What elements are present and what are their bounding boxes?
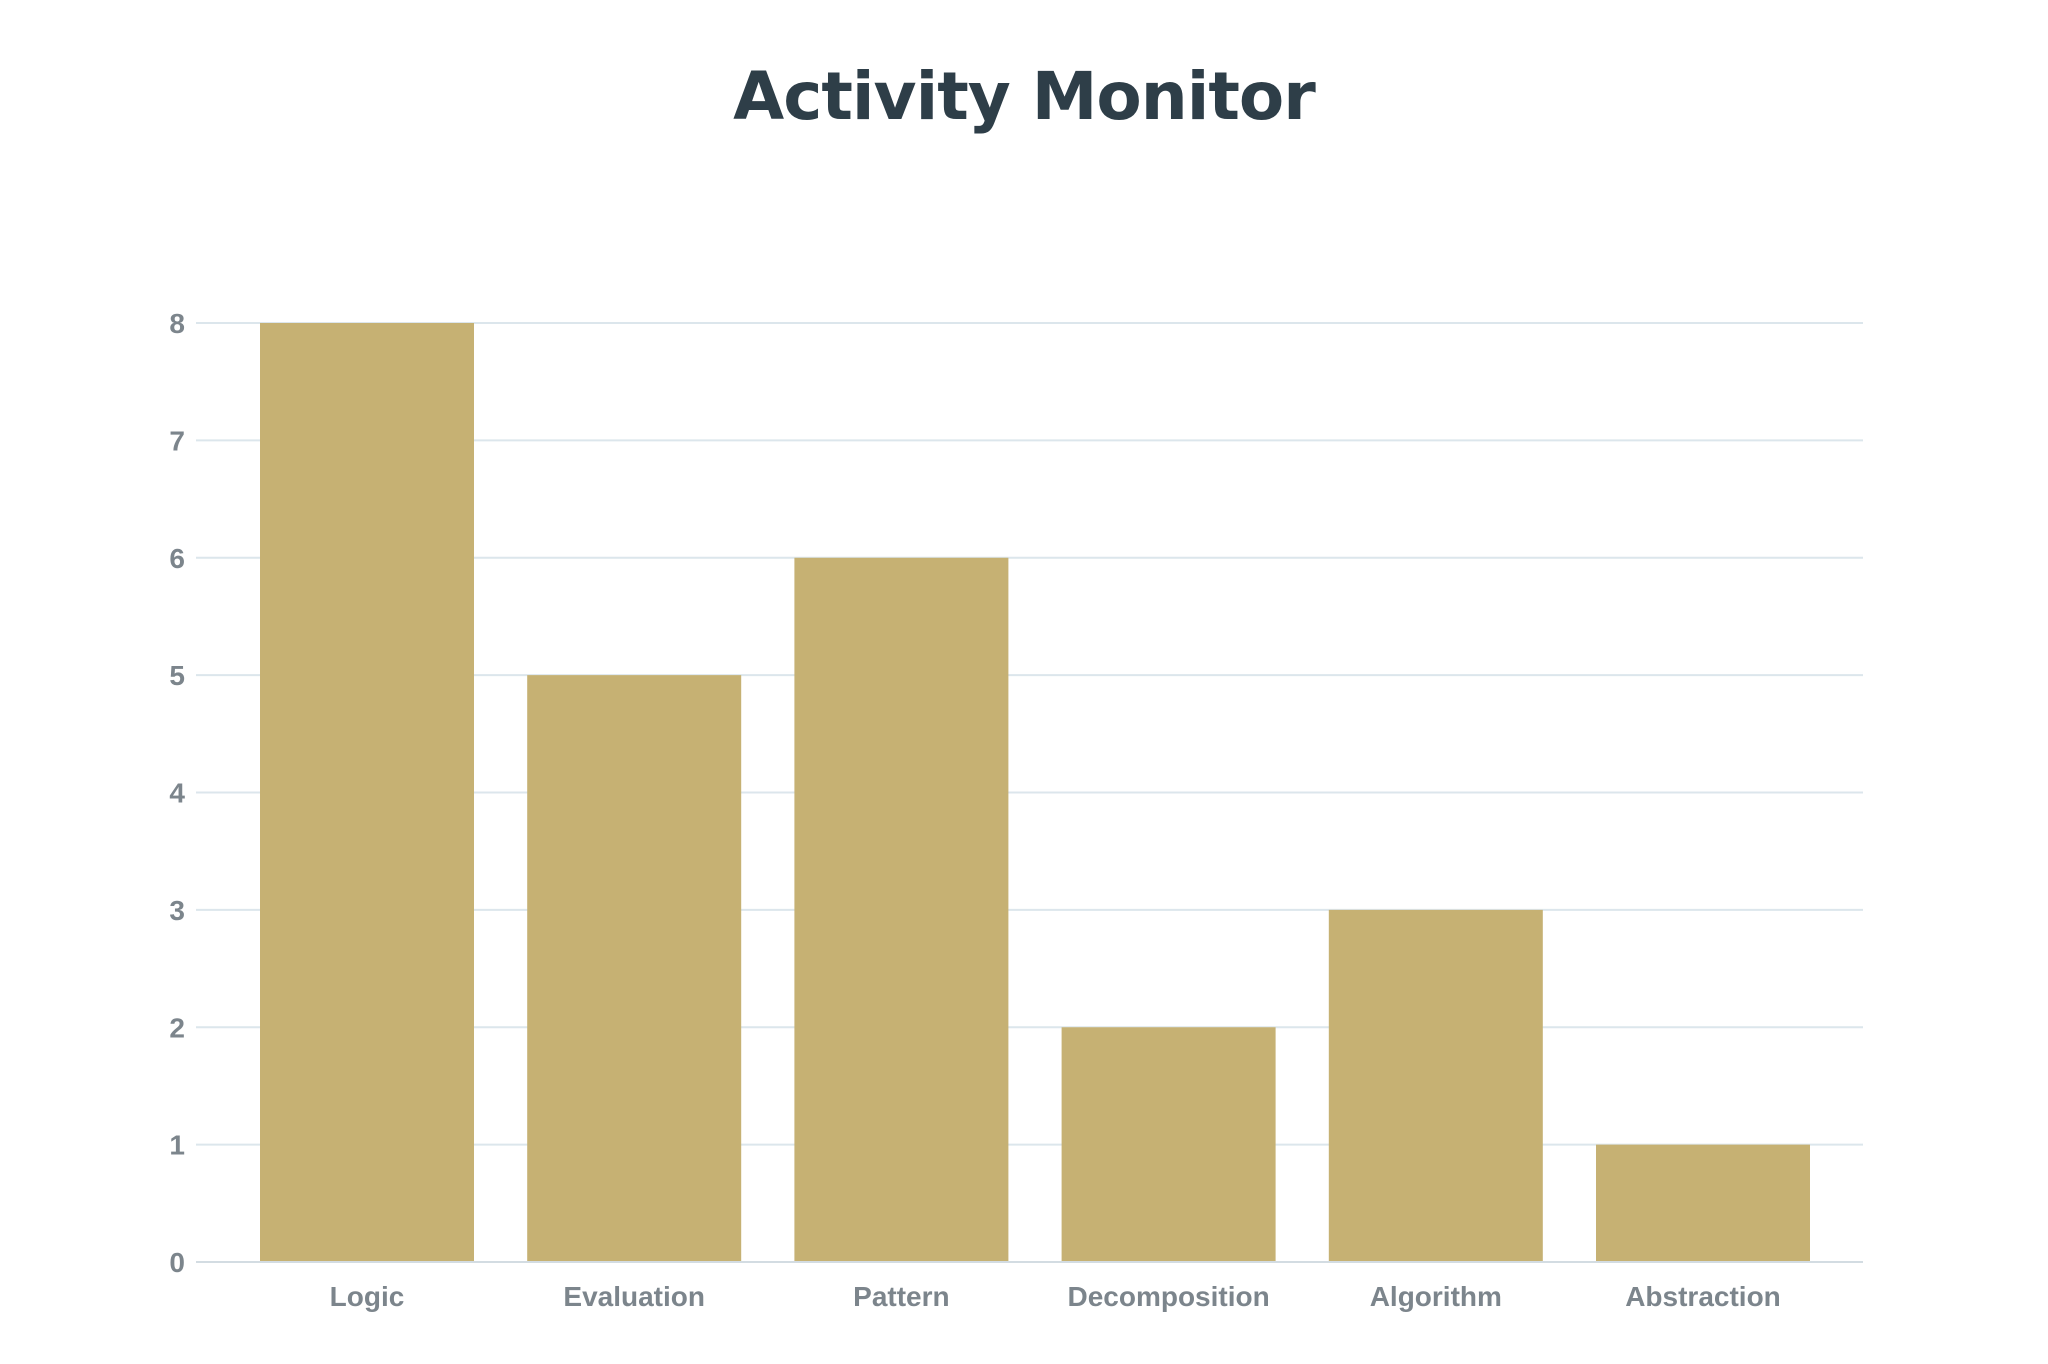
bar-decomposition <box>1061 1027 1276 1262</box>
x-tick-labels: Logic Evaluation Pattern Decomposition Algor… <box>330 1281 1781 1312</box>
y-tick-label: 5 <box>169 660 185 691</box>
y-tick-label: 3 <box>169 895 185 926</box>
chart-title: Activity Monitor <box>733 58 1316 135</box>
bars <box>260 323 1810 1262</box>
x-tick-label: Evaluation <box>563 1281 705 1312</box>
bar-algorithm <box>1328 909 1543 1262</box>
y-tick-label: 2 <box>169 1012 185 1043</box>
bar-abstraction <box>1596 1144 1810 1262</box>
x-tick-label: Algorithm <box>1370 1281 1502 1312</box>
x-tick-label: Abstraction <box>1625 1281 1781 1312</box>
y-tick-labels: 0 1 2 3 4 5 6 7 8 <box>169 308 185 1278</box>
y-tick-label: 6 <box>169 543 185 574</box>
bar-logic <box>260 323 474 1262</box>
y-tick-label: 8 <box>169 308 185 339</box>
y-tick-label: 1 <box>169 1130 185 1161</box>
bar-pattern <box>794 557 1009 1262</box>
y-tick-label: 4 <box>169 778 185 809</box>
bar-evaluation <box>527 675 742 1262</box>
x-tick-label: Decomposition <box>1067 1281 1269 1312</box>
y-tick-label: 0 <box>169 1247 185 1278</box>
x-tick-label: Pattern <box>853 1281 949 1312</box>
y-tick-label: 7 <box>169 425 185 456</box>
x-tick-label: Logic <box>330 1281 405 1312</box>
